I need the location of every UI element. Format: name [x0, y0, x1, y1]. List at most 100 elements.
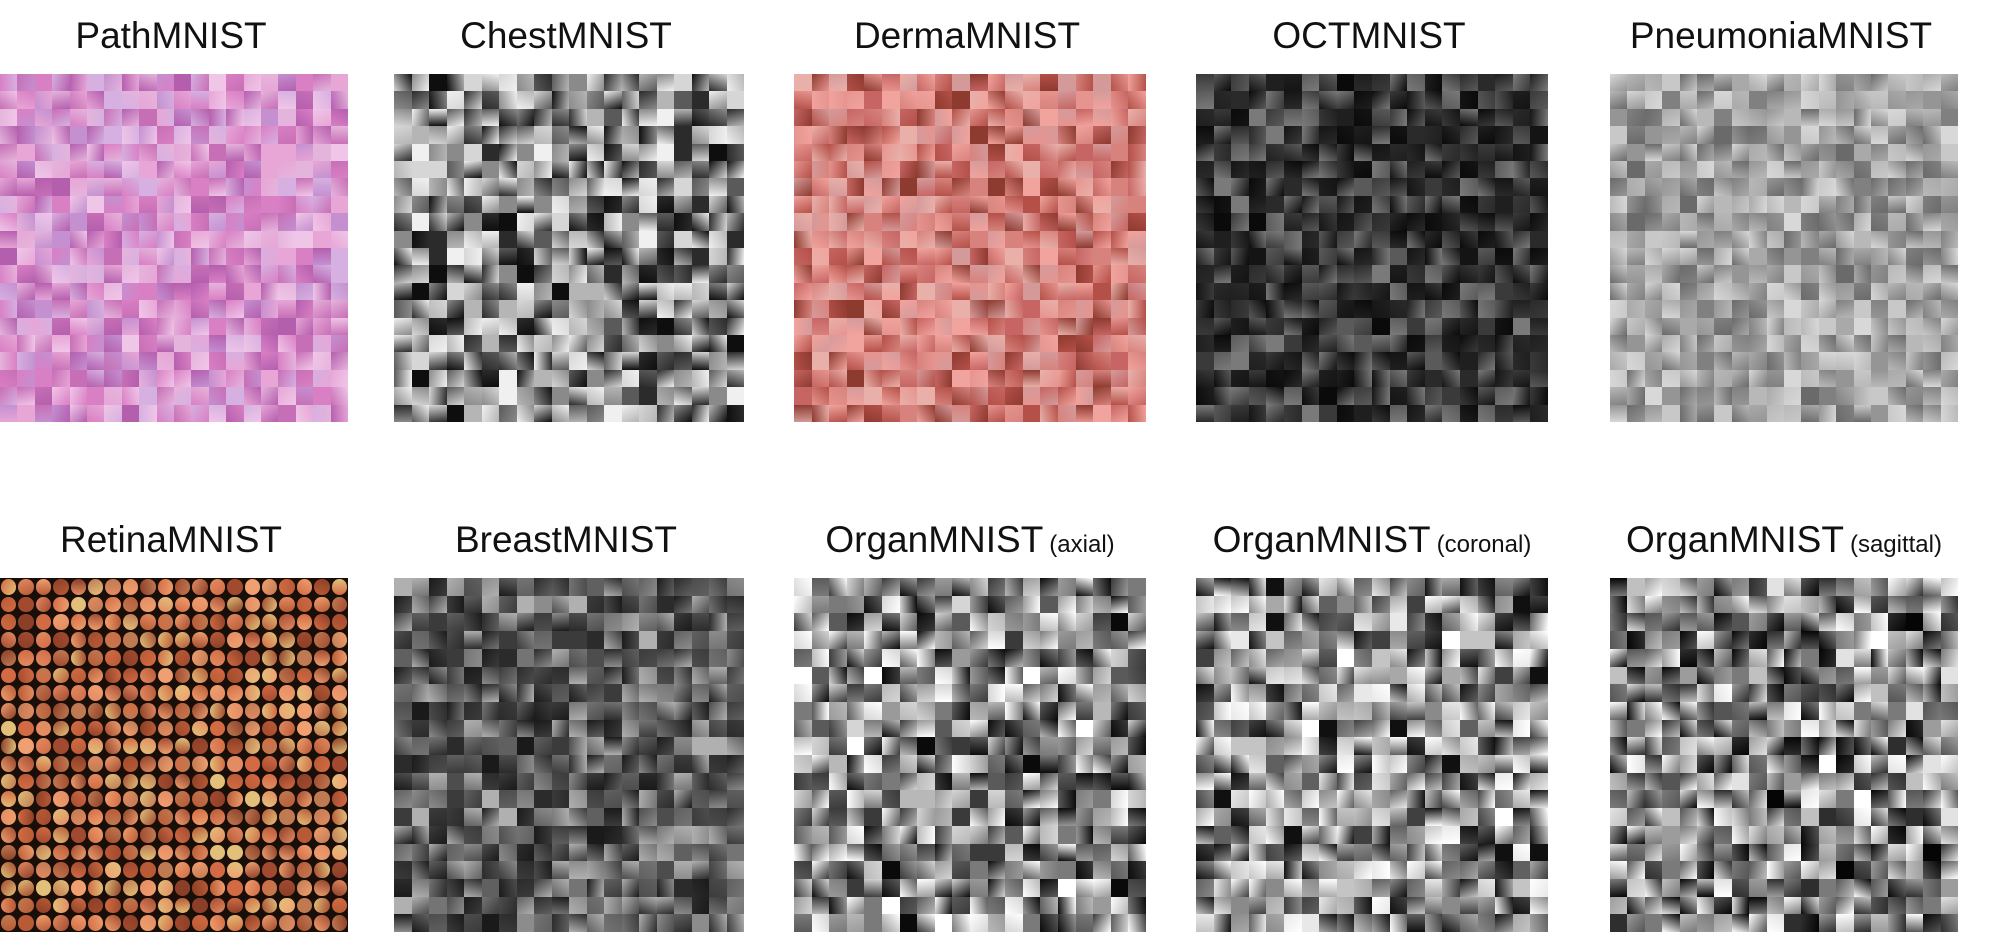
montage-cell [1905, 352, 1924, 370]
montage-cell [1354, 631, 1372, 649]
montage-cell [411, 896, 429, 915]
montage-cell [1058, 265, 1076, 283]
montage-cell [1853, 160, 1871, 179]
montage-cell [296, 720, 313, 737]
montage-cell [516, 684, 534, 702]
montage-cell [1336, 265, 1355, 283]
montage-cell [1923, 230, 1941, 248]
montage-cell [1093, 91, 1111, 109]
montage-cell [174, 649, 191, 666]
montage-cell [917, 861, 935, 879]
montage-cell [1749, 178, 1767, 196]
montage-cell [499, 387, 517, 405]
montage-cell [295, 108, 314, 127]
montage-cell [1040, 247, 1058, 266]
montage-cell [1940, 578, 1958, 596]
montage-cell [121, 265, 140, 283]
montage-cell [1818, 825, 1837, 844]
montage-cell [1530, 108, 1548, 127]
montage-cell [709, 861, 727, 879]
montage-cell [1196, 108, 1214, 127]
montage-cell [1110, 878, 1129, 897]
montage-cell [1442, 878, 1460, 897]
montage-cell [1783, 613, 1802, 632]
montage-cell [794, 861, 812, 879]
montage-cell [191, 300, 209, 318]
montage-cell [1284, 195, 1302, 214]
montage-cell [846, 772, 865, 791]
montage-cell [1610, 578, 1628, 596]
montage-cell [35, 879, 52, 896]
montage-cell [209, 844, 226, 861]
montage-cell [1644, 369, 1663, 388]
montage-cell [604, 108, 622, 127]
montage-cell [1442, 861, 1460, 879]
montage-cell [86, 91, 105, 109]
montage-cell [1610, 755, 1628, 773]
montage-cell [952, 808, 970, 826]
montage-cell [52, 91, 70, 109]
montage-cell [278, 91, 296, 109]
montage-cell [1301, 914, 1320, 932]
montage-cell [621, 878, 639, 897]
montage-cell [261, 632, 278, 648]
montage-cell [1696, 790, 1715, 809]
montage-cell [0, 143, 18, 161]
montage-cell [1783, 878, 1802, 897]
montage-cell [1110, 91, 1129, 109]
montage-cell [1836, 317, 1854, 335]
montage-cell [811, 666, 830, 685]
montage-cell [1460, 631, 1478, 649]
montage-cell [1923, 825, 1941, 844]
montage-cell [691, 369, 709, 388]
montage-cell [691, 160, 709, 179]
montage-cell [174, 773, 191, 790]
montage-cell [1460, 195, 1478, 214]
montage-cell [296, 773, 313, 790]
montage-cell [534, 896, 552, 915]
montage-cell [313, 404, 331, 422]
montage-cell [1888, 578, 1906, 596]
montage-cell [1248, 300, 1267, 318]
montage-cell [1662, 896, 1680, 915]
montage-cell [394, 404, 412, 422]
montage-cell [1888, 230, 1906, 248]
montage-cell [70, 649, 86, 666]
montage-cell [1248, 143, 1267, 161]
montage-cell [829, 578, 847, 596]
montage-cell [429, 648, 447, 667]
montage-cell [226, 178, 244, 196]
montage-cell [1495, 247, 1513, 266]
montage-cell [917, 843, 935, 862]
montage-cell [226, 334, 244, 353]
montage-cell [586, 213, 604, 231]
montage-cell [1319, 843, 1337, 862]
montage-cell [551, 91, 569, 109]
montage-cell [208, 230, 227, 248]
montage-cell [1354, 719, 1372, 738]
montage-cell [1336, 666, 1355, 685]
montage-cell [1610, 666, 1628, 685]
montage-cell [534, 160, 552, 179]
montage-cell [1005, 91, 1023, 109]
montage-cell [952, 160, 970, 179]
montage-cell [295, 126, 314, 144]
montage-cell [1495, 265, 1513, 283]
montage-cell [1284, 143, 1302, 161]
montage-cell [1888, 74, 1906, 92]
montage-cell [87, 596, 104, 613]
montage-cell [864, 160, 882, 179]
montage-cell [1407, 578, 1425, 596]
montage-cell [174, 809, 191, 825]
montage-cell [1196, 74, 1214, 92]
montage-cell [1714, 247, 1732, 266]
montage-cell [726, 914, 744, 932]
montage-cell [1075, 595, 1094, 614]
montage-cell [314, 897, 330, 914]
montage-cell [52, 369, 70, 388]
montage-cell [1853, 300, 1871, 318]
montage-cell [122, 596, 139, 613]
montage-cell [157, 667, 173, 684]
montage-cell [604, 631, 622, 649]
montage-cell [621, 369, 639, 388]
